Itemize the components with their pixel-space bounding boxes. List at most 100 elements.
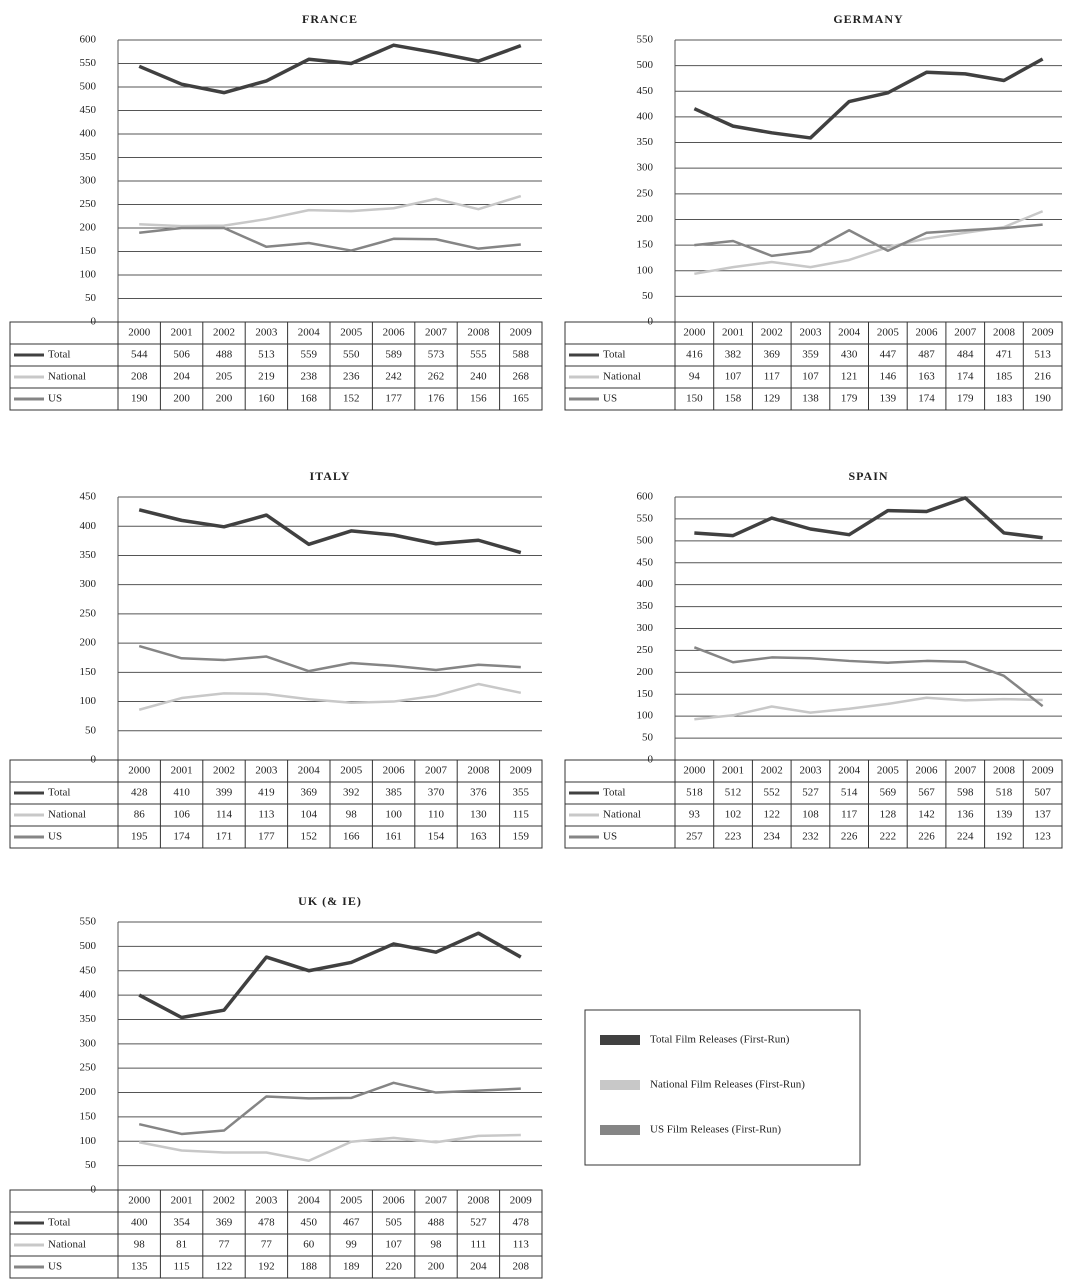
- y-tick-label: 200: [80, 222, 97, 234]
- y-tick-label: 100: [637, 264, 654, 276]
- series-line: [694, 210, 1044, 276]
- table-value: 122: [216, 1261, 233, 1273]
- series-line: [694, 696, 1043, 721]
- table-value: 588: [513, 349, 530, 361]
- y-tick-label: 150: [80, 666, 97, 678]
- table-value: 190: [1034, 393, 1051, 405]
- table-value: 139: [996, 809, 1013, 821]
- x-tick-label: 2007: [425, 1195, 448, 1207]
- y-tick-label: 100: [80, 1135, 97, 1147]
- chart-title: FRANCE: [302, 12, 358, 26]
- table-value: 86: [134, 809, 146, 821]
- table-value: 168: [301, 393, 318, 405]
- y-tick-label: 400: [80, 128, 97, 140]
- table-value: 136: [957, 809, 974, 821]
- table-value: 219: [258, 371, 275, 383]
- x-tick-label: 2009: [1032, 765, 1055, 777]
- x-tick-label: 2000: [128, 765, 151, 777]
- table-value: 204: [173, 371, 190, 383]
- series-line: [138, 682, 522, 711]
- chart-title: UK (& IE): [298, 894, 362, 908]
- y-tick-label: 400: [637, 578, 654, 590]
- legend-swatch: [600, 1035, 640, 1045]
- y-tick-label: 450: [637, 85, 654, 97]
- table-value: 129: [764, 393, 781, 405]
- table-value: 205: [216, 371, 233, 383]
- y-tick-label: 300: [80, 1037, 97, 1049]
- x-tick-label: 2007: [425, 327, 448, 339]
- series-label: Total: [48, 349, 70, 361]
- table-value: 183: [996, 393, 1013, 405]
- series-label: Total: [48, 787, 70, 799]
- table-value: 185: [996, 371, 1013, 383]
- x-tick-label: 2004: [838, 327, 861, 339]
- table-value: 98: [431, 1239, 443, 1251]
- table-value: 416: [686, 349, 703, 361]
- x-tick-label: 2006: [383, 327, 406, 339]
- x-tick-label: 2002: [761, 327, 783, 339]
- y-tick-label: 350: [80, 549, 97, 561]
- x-tick-label: 2003: [255, 327, 278, 339]
- x-tick-label: 2005: [877, 765, 900, 777]
- y-tick-label: 300: [637, 162, 654, 174]
- y-tick-label: 50: [642, 732, 654, 744]
- x-tick-label: 2003: [799, 765, 822, 777]
- table-value: 146: [880, 371, 897, 383]
- table-value: 430: [841, 349, 858, 361]
- table-value: 569: [880, 787, 897, 799]
- series-line: [138, 1081, 521, 1136]
- table-value: 138: [802, 393, 819, 405]
- x-tick-label: 2007: [954, 765, 977, 777]
- table-value: 478: [513, 1217, 530, 1229]
- x-tick-label: 2005: [877, 327, 900, 339]
- table-value: 190: [131, 393, 148, 405]
- table-value: 567: [918, 787, 935, 799]
- table-value: 216: [1034, 371, 1051, 383]
- x-tick-label: 2006: [383, 1195, 406, 1207]
- series-label: National: [603, 371, 641, 383]
- table-value: 160: [258, 393, 275, 405]
- x-tick-label: 2002: [213, 765, 235, 777]
- x-tick-label: 2000: [128, 1195, 151, 1207]
- series-label: National: [48, 371, 86, 383]
- y-tick-label: 150: [637, 239, 654, 251]
- y-tick-label: 500: [80, 940, 97, 952]
- y-tick-label: 500: [637, 534, 654, 546]
- table-value: 240: [470, 371, 487, 383]
- y-tick-label: 400: [637, 110, 654, 122]
- table-value: 115: [513, 809, 530, 821]
- table-value: 192: [258, 1261, 275, 1273]
- table-value: 471: [996, 349, 1013, 361]
- table-value: 99: [346, 1239, 358, 1251]
- table-value: 222: [880, 831, 897, 843]
- x-tick-label: 2003: [255, 765, 278, 777]
- table-value: 113: [513, 1239, 530, 1251]
- y-tick-label: 300: [80, 175, 97, 187]
- table-value: 488: [216, 349, 233, 361]
- series-line: [139, 226, 521, 252]
- y-tick-label: 300: [80, 578, 97, 590]
- table-value: 176: [428, 393, 445, 405]
- table-value: 505: [385, 1217, 402, 1229]
- series-label: US: [48, 393, 62, 405]
- series-label: Total: [603, 349, 625, 361]
- table-value: 236: [343, 371, 360, 383]
- y-tick-label: 100: [80, 269, 97, 281]
- table-value: 152: [301, 831, 318, 843]
- table-value: 98: [134, 1239, 146, 1251]
- table-value: 223: [725, 831, 742, 843]
- table-value: 174: [918, 393, 935, 405]
- legend-swatch: [600, 1125, 640, 1135]
- table-value: 189: [343, 1261, 360, 1273]
- table-value: 467: [343, 1217, 360, 1229]
- table-value: 220: [385, 1261, 402, 1273]
- table-value: 514: [841, 787, 858, 799]
- table-value: 159: [513, 831, 530, 843]
- table-value: 163: [470, 831, 487, 843]
- y-tick-label: 50: [642, 290, 654, 302]
- table-value: 100: [385, 809, 402, 821]
- table-value: 161: [385, 831, 402, 843]
- x-tick-label: 2006: [916, 765, 939, 777]
- y-tick-label: 450: [80, 964, 97, 976]
